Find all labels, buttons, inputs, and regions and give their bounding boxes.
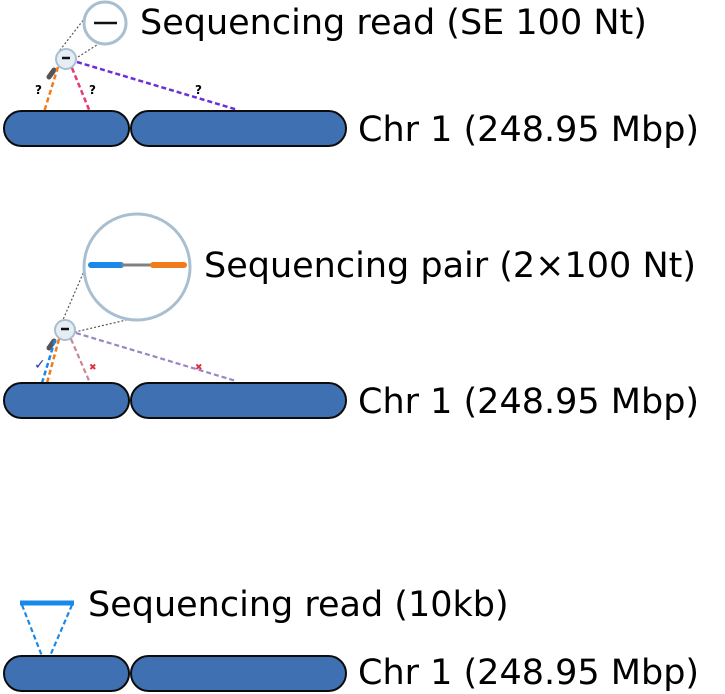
reject-mark: ✖ [195,363,203,373]
candidate-line-muted-pink [69,338,92,384]
chromosome-arm-left [3,382,130,419]
zoom-connector-upper [61,261,89,323]
candidate-line-pink [70,67,92,113]
chromosome-arm-left [3,655,130,692]
chromosome-label: Chr 1 (248.95 Mbp) [358,382,699,422]
ambiguous-mark: ? [89,83,96,97]
ambiguous-mark: ? [35,83,42,97]
check-mark: ✓ [34,357,46,373]
lens-handle [46,67,57,80]
chromosome-arm-left [3,110,130,147]
panel-long-read: Sequencing read (10kb) Chr 1 (248.95 Mbp… [3,585,699,693]
chromosome-label: Chr 1 (248.95 Mbp) [358,653,699,693]
chromosome-label: Chr 1 (248.95 Mbp) [358,110,699,150]
chromosome-arm-right [130,382,347,419]
chromosome-arm-right [130,110,347,147]
read-label: Sequencing read (SE 100 Nt) [140,3,647,43]
ambiguous-mark: ? [195,83,202,97]
projection-line-right [48,604,74,657]
candidate-line-purple [76,60,239,112]
panel-read-pair: ✓ ✖ ✖ Sequencing pair (2×100 Nt) Chr 1 (… [3,212,699,422]
read-label: Sequencing read (10kb) [88,585,509,625]
panel-single-end-read: ? ? ? Sequencing read (SE 100 Nt) Chr 1 … [3,0,699,150]
read-label: Sequencing pair (2×100 Nt) [204,246,696,286]
magnifier-large [82,212,192,322]
chromosome-arm-right [130,655,347,692]
reject-mark: ✖ [89,363,97,373]
candidate-line-muted-purple [75,331,237,383]
projection-line-left [20,604,44,657]
